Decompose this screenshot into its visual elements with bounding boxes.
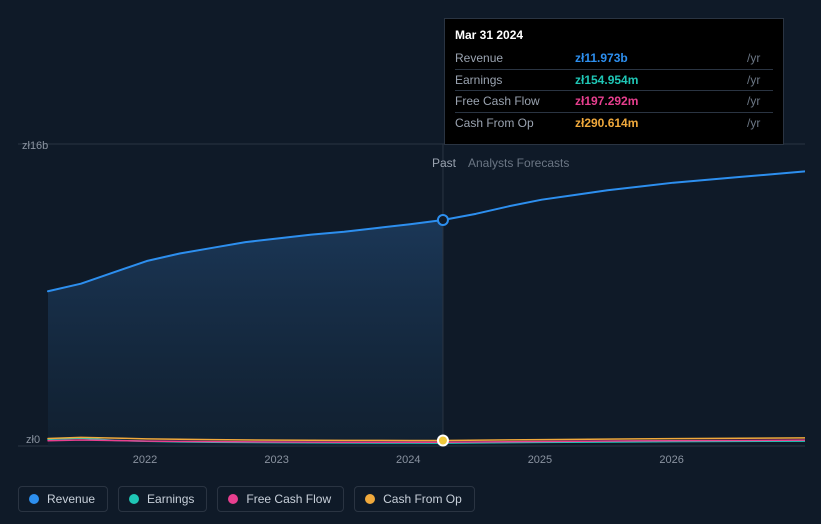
tooltip-row-value: zł290.614m: [575, 113, 743, 134]
tooltip-row-label: Cash From Op: [455, 113, 575, 134]
cursor-marker-revenue: [438, 215, 448, 225]
legend-item-revenue[interactable]: Revenue: [18, 486, 108, 512]
chart-legend: Revenue Earnings Free Cash Flow Cash From O…: [18, 486, 475, 512]
forecast-section-label: Analysts Forecasts: [468, 156, 569, 170]
x-axis-label: 2024: [396, 454, 420, 466]
tooltip-row: Free Cash Flowzł197.292m/yr: [455, 91, 773, 113]
y-axis-label-bottom: zł0: [26, 434, 40, 446]
legend-item-label: Revenue: [47, 492, 95, 506]
legend-swatch-icon: [29, 494, 39, 504]
tooltip-date: Mar 31 2024: [455, 27, 773, 44]
tooltip-row-value: zł154.954m: [575, 69, 743, 91]
tooltip-row-value: zł197.292m: [575, 91, 743, 113]
tooltip-row: Earningszł154.954m/yr: [455, 69, 773, 91]
x-axis-label: 2026: [659, 454, 683, 466]
tooltip-row-label: Free Cash Flow: [455, 91, 575, 113]
chart-tooltip: Mar 31 2024 Revenuezł11.973b/yrEarningsz…: [444, 18, 784, 145]
cursor-marker-cfo: [438, 436, 448, 446]
tooltip-row-unit: /yr: [743, 113, 773, 134]
tooltip-row-value: zł11.973b: [575, 48, 743, 69]
legend-swatch-icon: [365, 494, 375, 504]
legend-item-cfo[interactable]: Cash From Op: [354, 486, 475, 512]
tooltip-row-unit: /yr: [743, 91, 773, 113]
legend-item-label: Free Cash Flow: [246, 492, 331, 506]
past-section-label: Past: [432, 156, 456, 170]
tooltip-row: Cash From Opzł290.614m/yr: [455, 113, 773, 134]
y-axis-label-top: zł16b: [22, 140, 48, 152]
legend-item-label: Cash From Op: [383, 492, 462, 506]
legend-item-label: Earnings: [147, 492, 194, 506]
x-axis-label: 2023: [264, 454, 288, 466]
legend-item-earnings[interactable]: Earnings: [118, 486, 207, 512]
tooltip-row-label: Revenue: [455, 48, 575, 69]
x-axis-label: 2022: [133, 454, 157, 466]
x-axis-label: 2025: [528, 454, 552, 466]
legend-swatch-icon: [129, 494, 139, 504]
past-area-fill: [48, 220, 443, 446]
tooltip-row-label: Earnings: [455, 69, 575, 91]
legend-swatch-icon: [228, 494, 238, 504]
tooltip-row: Revenuezł11.973b/yr: [455, 48, 773, 69]
tooltip-row-unit: /yr: [743, 48, 773, 69]
legend-item-fcf[interactable]: Free Cash Flow: [217, 486, 344, 512]
tooltip-row-unit: /yr: [743, 69, 773, 91]
